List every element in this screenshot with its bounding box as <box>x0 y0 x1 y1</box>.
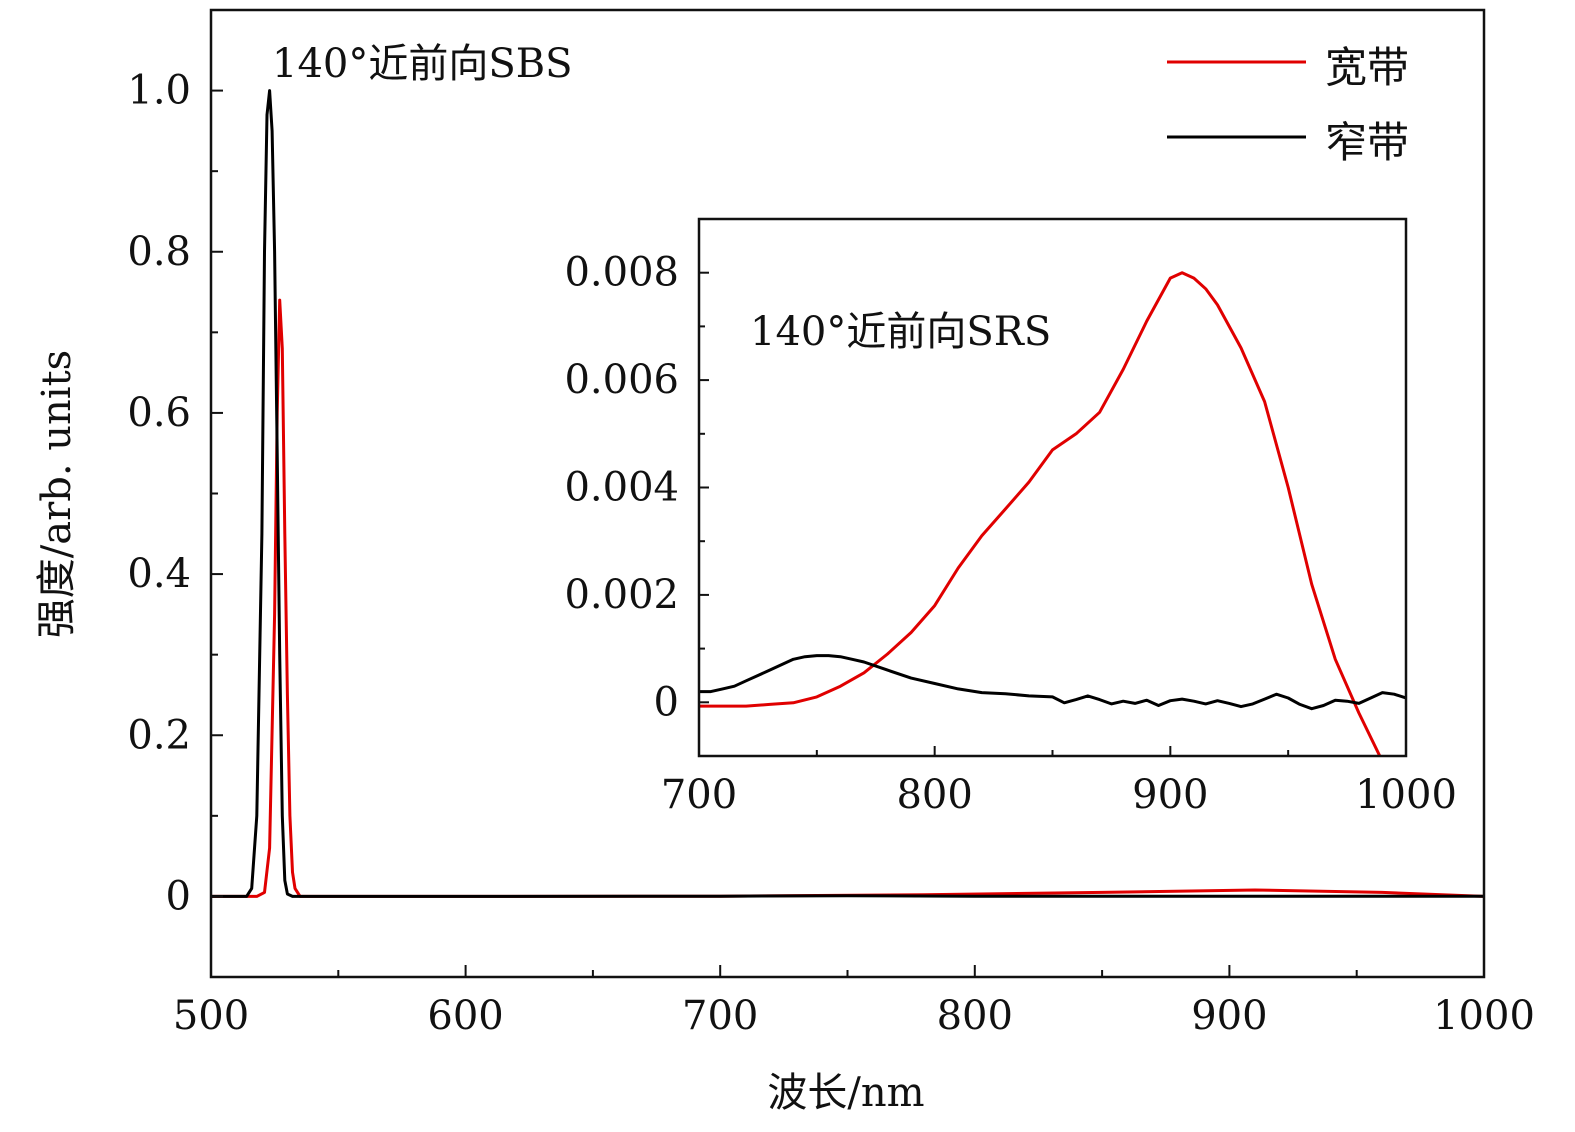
inset-y-tick-label: 0.004 <box>564 465 679 511</box>
inset-x-tick-label: 900 <box>1132 772 1208 818</box>
sbs-annotation: 140°近前向SBS <box>272 41 573 87</box>
legend: 宽带 窄带 <box>1167 43 1409 167</box>
inset-x-tick-label: 800 <box>896 772 972 818</box>
inset-x-tick-label: 1000 <box>1355 772 1457 818</box>
y-axis-title: 强度/arb. units <box>34 350 80 638</box>
main-y-tick-label: 0.4 <box>127 551 191 597</box>
inset-y-tick-label: 0.008 <box>564 250 679 296</box>
main-y-tick-label: 0.6 <box>127 390 191 436</box>
main-x-tick-label: 1000 <box>1433 993 1535 1039</box>
main-x-tick-label: 500 <box>173 993 249 1039</box>
main-x-tick-label: 800 <box>937 993 1013 1039</box>
inset-series-broadband-line <box>699 271 1382 756</box>
main-x-tick-label: 700 <box>682 993 758 1039</box>
inset-y-tick-label: 0 <box>654 679 679 725</box>
main-y-tick-label: 1.0 <box>127 68 191 114</box>
main-y-tick-label: 0.2 <box>127 712 191 758</box>
main-x-tick-label: 600 <box>427 993 503 1039</box>
main-chart: 500 600 700 800 900 1000 0 0.2 0.4 0.6 0.8 1.0 <box>127 8 1535 1039</box>
inset-y-tick-label: 0.002 <box>564 572 679 618</box>
legend-label-narrowband: 窄带 <box>1325 118 1409 167</box>
inset-y-tick-label: 0.006 <box>564 357 679 403</box>
main-series-narrowband-line <box>211 89 1484 898</box>
inset-x-tick-label: 700 <box>661 772 737 818</box>
inset-chart: 700 800 900 1000 0 0.002 0.004 0.006 0.008 <box>564 217 1457 818</box>
main-series-broadband-line <box>211 298 1484 898</box>
x-axis-title: 波长/nm <box>767 1070 924 1116</box>
legend-label-broadband: 宽带 <box>1325 43 1409 92</box>
main-x-tick-label: 900 <box>1191 993 1267 1039</box>
main-y-tick-label: 0 <box>166 873 191 919</box>
main-y-tick-label: 0.8 <box>127 229 191 275</box>
srs-annotation: 140°近前向SRS <box>750 309 1051 355</box>
inset-background <box>699 219 1406 756</box>
inset-series-narrowband-line <box>699 654 1406 711</box>
